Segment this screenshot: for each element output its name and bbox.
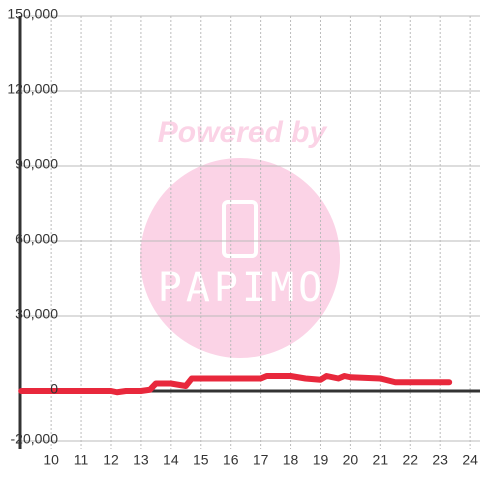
x-tick-label: 15 [193,452,209,468]
y-tick-label: 60,000 [15,231,58,247]
plot [18,373,453,396]
y-tick-label: 150,000 [7,6,58,22]
y-tick-label: 30,000 [15,306,58,322]
x-tick-label: 21 [373,452,389,468]
x-tick-label: 11 [74,452,89,468]
x-tick-label: 22 [402,452,418,468]
watermark-icon [222,200,258,258]
y-tick-label: 90,000 [15,156,58,172]
x-tick-label: 13 [133,452,149,468]
y-tick-label: -20,000 [11,431,59,447]
watermark-text: Powered by [158,116,328,149]
data-line [18,373,453,396]
x-tick-label: 23 [432,452,448,468]
x-tick-label: 14 [163,452,179,468]
x-tick-label: 10 [43,452,59,468]
x-tick-label: 16 [223,452,239,468]
x-tick-label: 12 [103,452,119,468]
x-tick-label: 18 [283,452,299,468]
x-tick-label: 24 [462,452,478,468]
watermark-logo: PAPIMO [158,265,327,311]
y-tick-label: 120,000 [7,81,58,97]
x-tick-label: 17 [253,452,269,468]
x-tick-label: 20 [343,452,359,468]
x-tick-label: 19 [313,452,329,468]
y-tick-label: 0 [50,381,58,397]
